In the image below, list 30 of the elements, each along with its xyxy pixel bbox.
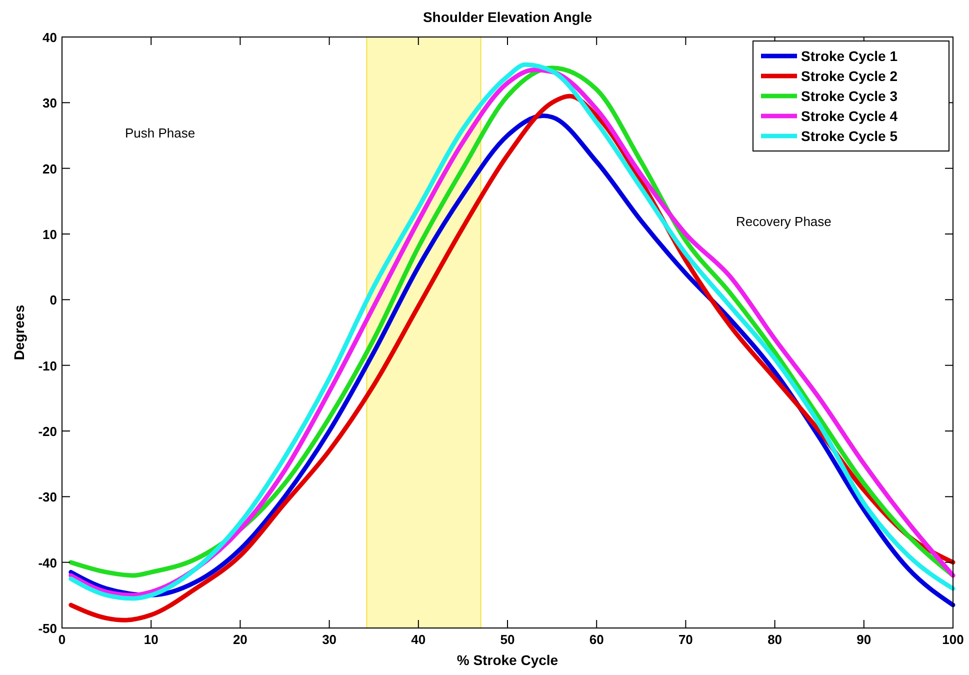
- y-tick-label: 0: [50, 292, 57, 308]
- x-tick-label: 10: [144, 632, 158, 647]
- y-axis-title: Degrees: [11, 304, 27, 360]
- x-tick-label: 20: [232, 632, 248, 647]
- chart-title: Shoulder Elevation Angle: [422, 9, 592, 25]
- y-tick-label: 10: [42, 227, 57, 242]
- legend-label: Stroke Cycle 1: [801, 48, 898, 64]
- x-axis-title: % Stroke Cycle: [456, 652, 558, 668]
- legend-label: Stroke Cycle 3: [801, 88, 898, 104]
- y-tick-label: -10: [38, 358, 57, 374]
- y-tick-label: 40: [42, 30, 57, 45]
- x-tick-label: 70: [678, 632, 693, 647]
- legend-label: Stroke Cycle 5: [801, 128, 898, 144]
- annotation: Push Phase: [124, 125, 196, 140]
- y-tick-label: 30: [42, 96, 57, 111]
- y-tick-label: -30: [38, 490, 57, 505]
- x-tick-label: 60: [589, 632, 604, 647]
- x-tick-label: 100: [942, 632, 964, 647]
- y-tick-label: -40: [38, 555, 57, 570]
- x-tick-label: 90: [856, 632, 872, 647]
- x-tick-label: 80: [768, 632, 782, 647]
- legend-label: Stroke Cycle 4: [801, 108, 898, 124]
- legend-label: Stroke Cycle 2: [801, 68, 898, 84]
- y-tick-label: -50: [38, 621, 57, 636]
- y-tick-label: -20: [38, 424, 57, 439]
- x-tick-label: 50: [500, 632, 515, 647]
- y-tick-label: 20: [42, 161, 57, 176]
- x-tick-label: 40: [411, 632, 426, 647]
- x-tick-label: 30: [322, 632, 337, 647]
- annotation: Recovery Phase: [736, 214, 832, 230]
